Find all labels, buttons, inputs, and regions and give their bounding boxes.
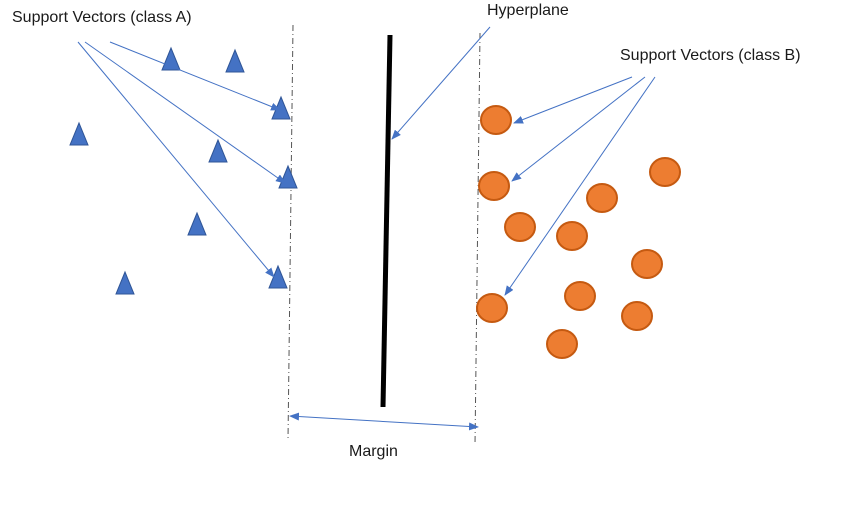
margin-boundary-left [287, 24, 294, 441]
class-a-point [115, 270, 135, 295]
class-b-points [476, 105, 681, 359]
class-b-arrows [504, 76, 656, 296]
class-a-support-vector [268, 264, 288, 289]
class-b-support-vector [476, 293, 508, 323]
class-b-support-vector [480, 105, 512, 135]
arrow-class-b-1 [513, 76, 633, 124]
class-a-point [69, 121, 89, 146]
hyperplane-line [380, 34, 393, 408]
label-margin: Margin [349, 443, 398, 460]
class-b-point [586, 183, 618, 213]
margin-arrow [289, 412, 479, 431]
class-b-point [649, 157, 681, 187]
class-b-point [564, 281, 596, 311]
arrow-class-a-1 [109, 41, 281, 111]
class-a-point [187, 211, 207, 236]
class-a-point [208, 138, 228, 163]
class-b-point [621, 301, 653, 331]
label-hyperplane: Hyperplane [487, 2, 569, 19]
class-b-point [631, 249, 663, 279]
margin-boundary-right [474, 32, 481, 446]
class-a-points [69, 46, 298, 295]
class-b-point [556, 221, 588, 251]
class-b-point [504, 212, 536, 242]
arrow-class-b-2 [511, 76, 646, 182]
label-support-vectors-class-b: Support Vectors (class B) [620, 47, 801, 64]
class-b-support-vector [478, 171, 510, 201]
arrow-class-a-3 [77, 41, 275, 278]
class-b-point [546, 329, 578, 359]
arrow-class-a-2 [84, 41, 286, 184]
arrow-class-b-3 [504, 76, 656, 296]
class-a-support-vector [278, 164, 298, 189]
class-a-arrows [77, 41, 286, 278]
class-a-point [225, 48, 245, 73]
arrow-hyperplane [391, 26, 491, 140]
label-support-vectors-class-a: Support Vectors (class A) [12, 9, 192, 26]
